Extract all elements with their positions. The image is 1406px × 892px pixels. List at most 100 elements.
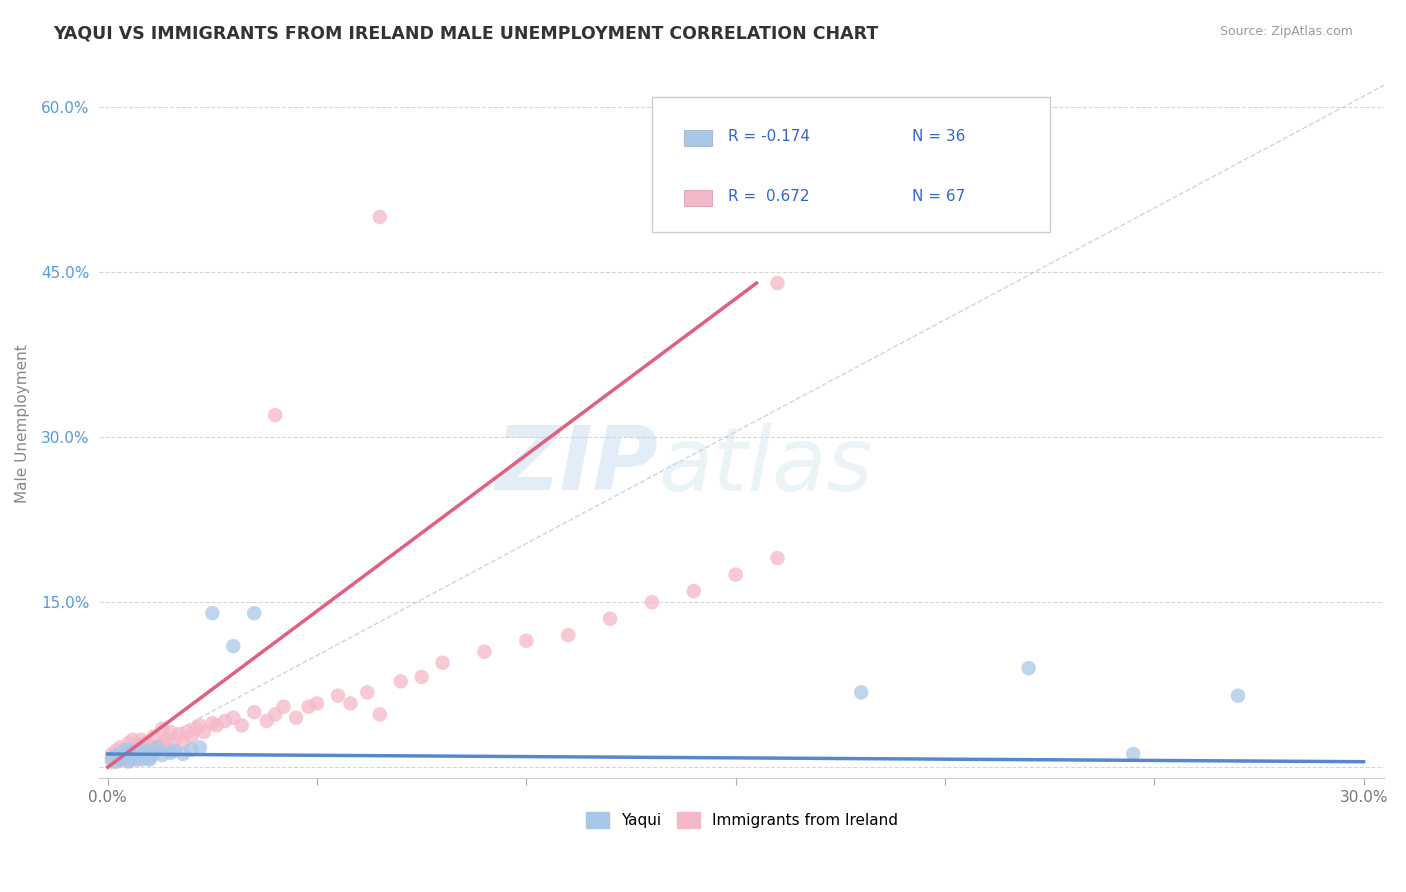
Point: [110, 751, 132, 765]
Point: [214, 714, 236, 728]
Point: [134, 751, 156, 765]
Point: [159, 725, 181, 739]
Point: [101, 751, 124, 765]
Point: [326, 689, 349, 703]
Point: [142, 744, 165, 758]
Point: [163, 732, 186, 747]
Point: [180, 730, 202, 744]
Point: [134, 747, 156, 761]
Point: [159, 746, 181, 760]
Point: [411, 670, 433, 684]
Point: [114, 742, 136, 756]
Point: [339, 697, 361, 711]
Text: YAQUI VS IMMIGRANTS FROM IRELAND MALE UNEMPLOYMENT CORRELATION CHART: YAQUI VS IMMIGRANTS FROM IRELAND MALE UN…: [53, 25, 879, 43]
Point: [201, 716, 224, 731]
Point: [129, 744, 152, 758]
Point: [159, 744, 181, 758]
Point: [114, 751, 136, 765]
Point: [432, 656, 454, 670]
Point: [264, 707, 287, 722]
Point: [305, 697, 328, 711]
Point: [256, 714, 278, 728]
Point: [138, 738, 160, 752]
Y-axis label: Male Unemployment: Male Unemployment: [15, 344, 30, 503]
Point: [180, 742, 202, 756]
Point: [125, 747, 148, 761]
Point: [110, 752, 132, 766]
Point: [205, 718, 228, 732]
Point: [150, 748, 173, 763]
Point: [134, 736, 156, 750]
Point: [138, 744, 160, 758]
Point: [129, 744, 152, 758]
Point: [222, 639, 245, 653]
Point: [101, 747, 124, 761]
Point: [222, 711, 245, 725]
Point: [114, 744, 136, 758]
FancyBboxPatch shape: [685, 190, 713, 206]
Text: N = 36: N = 36: [911, 129, 965, 144]
Point: [117, 736, 139, 750]
Point: [117, 742, 139, 756]
Point: [117, 747, 139, 761]
Point: [105, 755, 128, 769]
Point: [138, 751, 160, 765]
Point: [167, 727, 190, 741]
Point: [368, 210, 391, 224]
Point: [110, 740, 132, 755]
Point: [724, 567, 747, 582]
Point: [105, 749, 128, 764]
Point: [298, 699, 321, 714]
Point: [121, 750, 143, 764]
Point: [117, 748, 139, 763]
Point: [101, 755, 124, 769]
Point: [389, 674, 412, 689]
Point: [368, 707, 391, 722]
Point: [117, 755, 139, 769]
Point: [117, 754, 139, 768]
Point: [599, 612, 621, 626]
Legend: Yaqui, Immigrants from Ireland: Yaqui, Immigrants from Ireland: [579, 806, 904, 834]
Point: [243, 606, 266, 620]
Point: [110, 748, 132, 763]
Point: [163, 744, 186, 758]
Point: [851, 685, 873, 699]
Point: [129, 752, 152, 766]
Point: [121, 751, 143, 765]
Point: [1226, 689, 1249, 703]
Point: [474, 645, 496, 659]
Point: [1122, 747, 1144, 761]
Point: [105, 751, 128, 765]
FancyBboxPatch shape: [652, 97, 1050, 232]
Point: [125, 738, 148, 752]
Point: [150, 722, 173, 736]
Point: [138, 752, 160, 766]
Point: [285, 711, 308, 725]
Point: [150, 736, 173, 750]
Point: [231, 718, 253, 732]
Point: [105, 744, 128, 758]
Text: N = 67: N = 67: [911, 189, 965, 204]
Point: [188, 718, 211, 732]
Point: [121, 732, 143, 747]
Point: [264, 408, 287, 422]
Point: [201, 606, 224, 620]
Point: [125, 749, 148, 764]
Point: [129, 732, 152, 747]
Text: atlas: atlas: [658, 423, 873, 509]
Point: [176, 725, 198, 739]
Point: [134, 746, 156, 760]
Point: [172, 747, 194, 761]
Point: [682, 584, 704, 599]
Point: [193, 725, 215, 739]
Point: [114, 750, 136, 764]
Point: [515, 633, 537, 648]
Point: [243, 705, 266, 719]
Text: R =  0.672: R = 0.672: [728, 189, 810, 204]
Point: [766, 551, 789, 566]
Point: [129, 750, 152, 764]
Point: [557, 628, 579, 642]
Point: [121, 746, 143, 760]
Point: [188, 740, 211, 755]
Point: [273, 699, 295, 714]
